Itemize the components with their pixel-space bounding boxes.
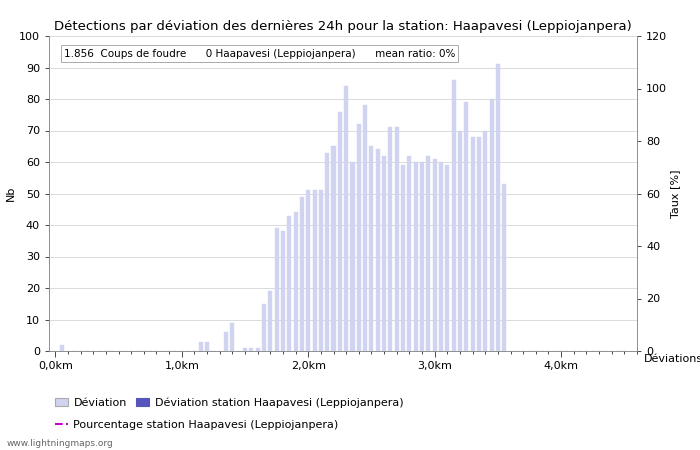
Bar [281,231,285,351]
Text: 1.856  Coups de foudre      0 Haapavesi (Leppiojanpera)      mean ratio: 0%: 1.856 Coups de foudre 0 Haapavesi (Leppi… [64,49,455,58]
Bar [439,162,443,351]
Bar [351,162,354,351]
Text: www.lightningmaps.org: www.lightningmaps.org [7,439,113,448]
Bar [464,102,468,351]
Bar [496,64,500,351]
Bar [338,112,342,351]
Bar [262,304,266,351]
Bar [326,153,329,351]
Bar [357,124,360,351]
Bar [376,149,380,351]
Bar [230,323,235,351]
Bar [445,165,449,351]
Bar [243,348,247,351]
Bar [199,342,203,351]
Bar [433,159,437,351]
Bar [344,86,348,351]
Bar [224,332,228,351]
Bar [318,190,323,351]
Title: Détections par déviation des dernières 24h pour la station: Haapavesi (Leppiojan: Détections par déviation des dernières 2… [54,20,632,33]
Bar [395,127,399,351]
Bar [332,146,335,351]
Bar [205,342,209,351]
Bar [489,99,493,351]
Bar [477,137,481,351]
Bar [363,105,368,351]
Bar [389,127,393,351]
Bar [470,137,475,351]
Bar [293,212,298,351]
Bar [287,216,291,351]
Bar [414,162,418,351]
Bar [274,228,279,351]
Bar [300,197,304,351]
Bar [312,190,316,351]
Bar [249,348,253,351]
Bar [382,156,386,351]
Bar [452,80,456,351]
Bar [407,156,412,351]
Text: Déviations: Déviations [644,354,700,364]
Y-axis label: Nb: Nb [6,186,16,201]
Bar [502,184,506,351]
Bar [256,348,260,351]
Bar [483,130,487,351]
Bar [401,165,405,351]
Y-axis label: Taux [%]: Taux [%] [670,169,680,218]
Legend: Pourcentage station Haapavesi (Leppiojanpera): Pourcentage station Haapavesi (Leppiojan… [55,419,339,430]
Bar [60,345,64,351]
Bar [370,146,374,351]
Bar [268,291,272,351]
Bar [426,156,430,351]
Bar [458,130,462,351]
Bar [420,162,424,351]
Bar [306,190,310,351]
